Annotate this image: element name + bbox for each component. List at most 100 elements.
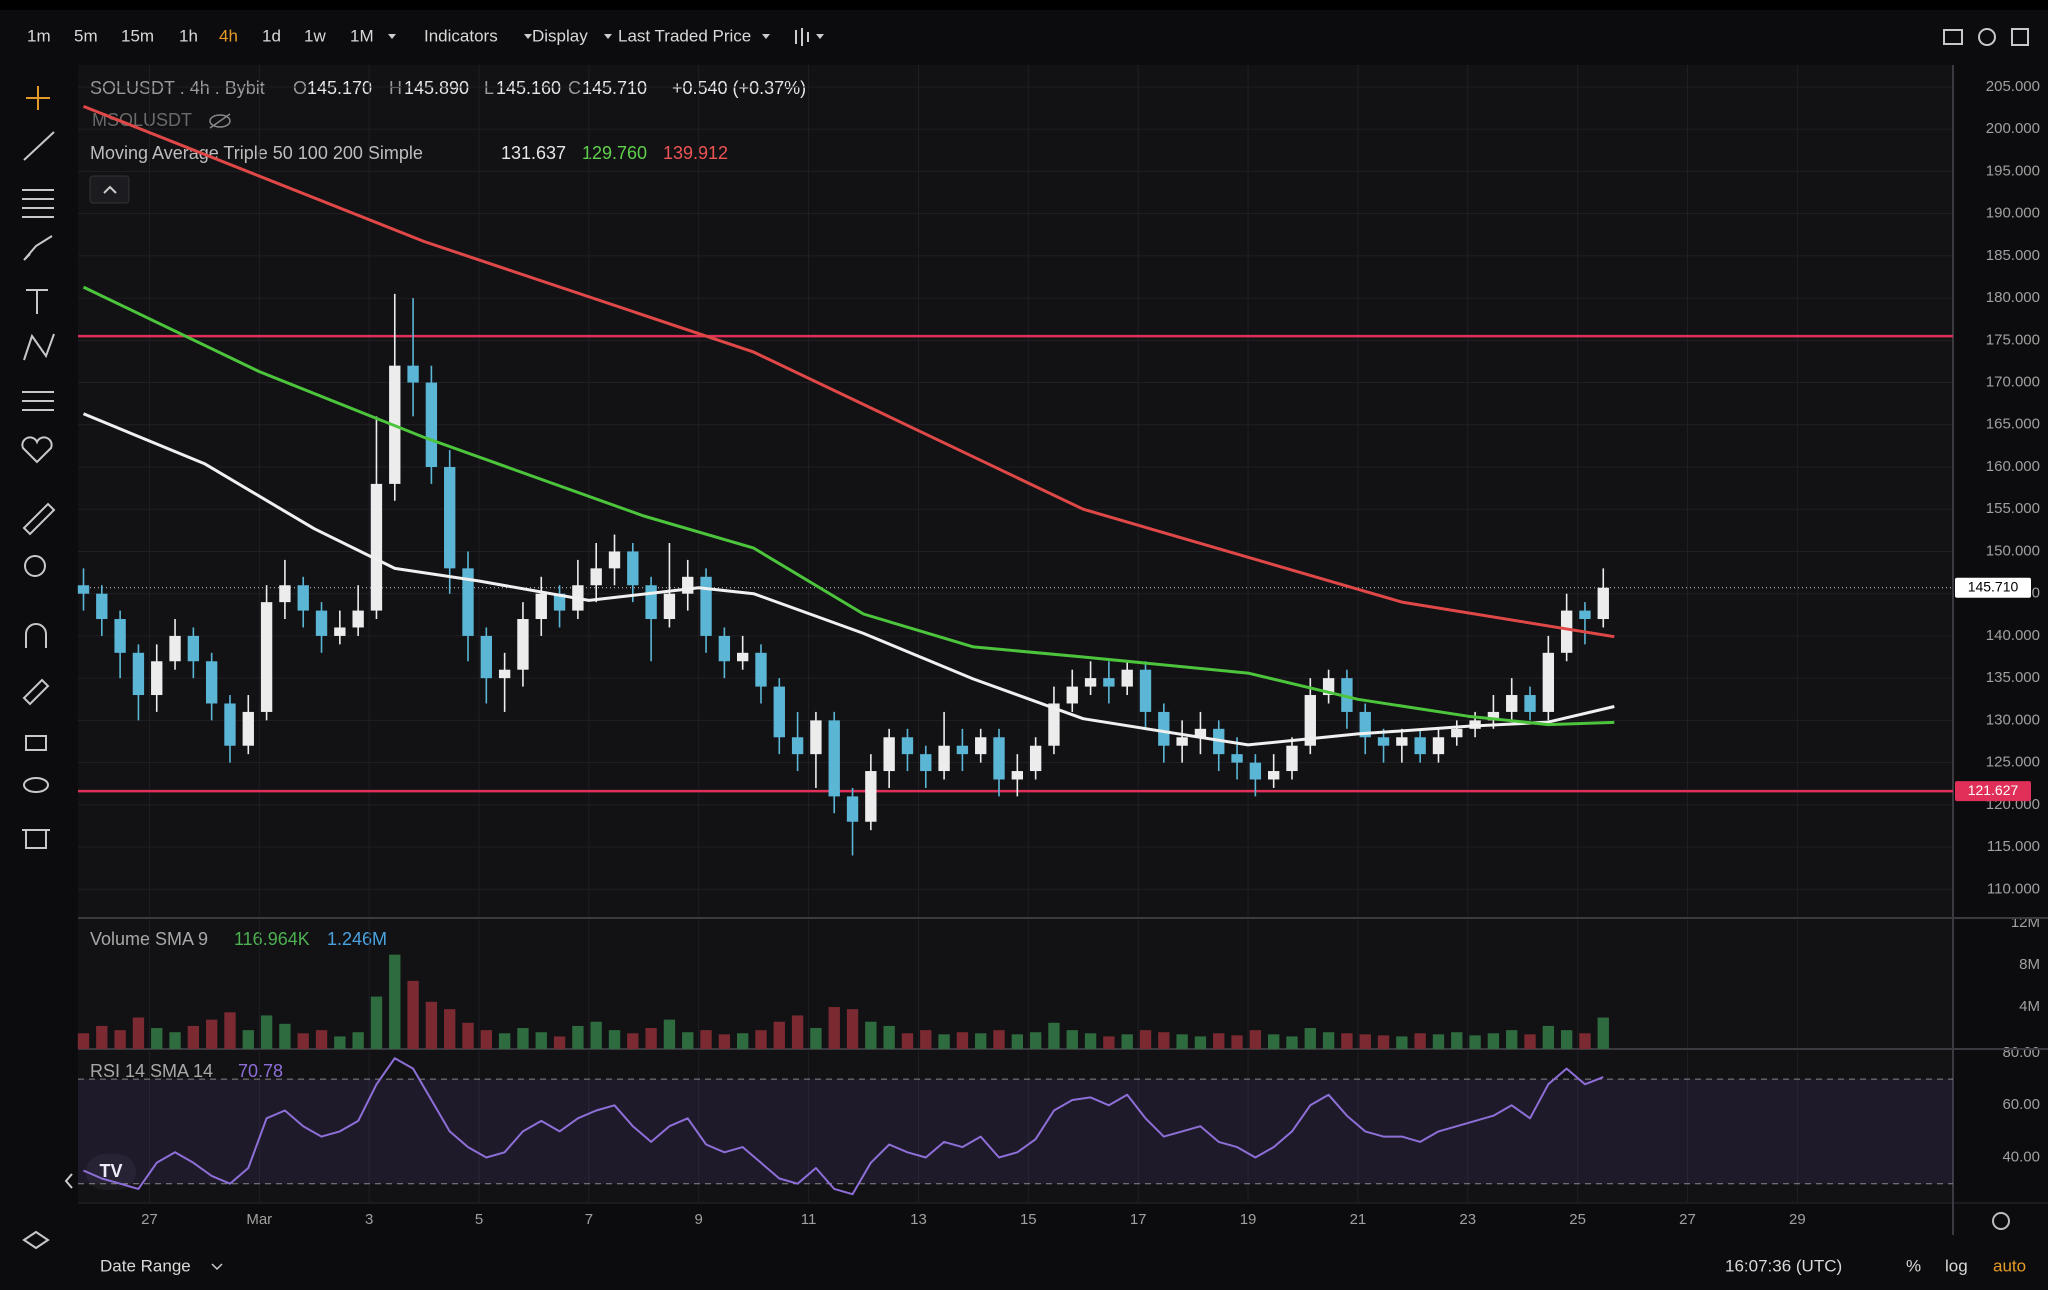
volume-bar [389, 954, 401, 1049]
menu-caret [762, 34, 770, 39]
draw-mode-tool[interactable] [22, 678, 50, 706]
chart-type-caret [816, 34, 824, 39]
candle-body [169, 635, 181, 662]
volume-bar [1359, 1034, 1371, 1049]
collapse-button[interactable] [89, 175, 130, 204]
logo-badge[interactable] [86, 1154, 136, 1190]
volume-bar [1011, 1034, 1024, 1049]
candle-body [828, 720, 840, 797]
menu-button[interactable]: Last Traded Price [618, 26, 751, 45]
volume-bar [242, 1030, 254, 1049]
zoom-tool[interactable] [24, 555, 46, 577]
candle-body [920, 754, 932, 772]
x-tick-label: 11 [801, 1211, 817, 1228]
auto-toggle[interactable]: auto [1993, 1256, 2026, 1275]
candle-body [773, 686, 785, 738]
favorites-tool[interactable] [21, 436, 53, 464]
delete-tool[interactable] [22, 829, 50, 849]
logo: TV [99, 1161, 122, 1181]
interval-button[interactable]: 1d [262, 26, 281, 45]
percent-toggle[interactable]: % [1906, 1256, 1921, 1275]
volume-bar [1414, 1033, 1426, 1049]
y-tick-label: 135.000 [1986, 669, 2040, 686]
candle-body [590, 568, 602, 586]
fib-tool[interactable] [22, 189, 54, 218]
candle-body [1377, 737, 1390, 746]
trendline-tool[interactable] [23, 131, 55, 161]
interval-button[interactable]: 5m [74, 26, 98, 45]
candle-body [1194, 728, 1207, 738]
scroll-left[interactable] [64, 1173, 73, 1189]
visibility-tool[interactable] [23, 777, 49, 793]
open-label: O [293, 78, 307, 98]
volume-bar [1524, 1034, 1536, 1049]
interval-button[interactable]: 1h [179, 26, 198, 45]
text-tool[interactable] [26, 289, 48, 314]
candle-body [352, 610, 364, 628]
candle-body [462, 568, 474, 636]
hidden-icon[interactable] [209, 114, 231, 128]
x-tick-label: 5 [475, 1211, 483, 1228]
settings-button[interactable] [1978, 28, 1996, 46]
lock-tool[interactable] [25, 735, 47, 751]
volume-bar [883, 1025, 895, 1049]
ma-name: Moving Average Triple 50 100 200 Simple [90, 143, 423, 163]
menu-button[interactable]: Indicators [424, 26, 498, 45]
interval-button[interactable]: 4h [219, 26, 238, 45]
x-tick-label: 17 [1130, 1211, 1147, 1228]
candle-body [444, 467, 456, 569]
layers-tool[interactable] [22, 1230, 50, 1250]
menu-button[interactable]: Display [532, 26, 588, 45]
volume-bar [1231, 1035, 1243, 1049]
volume-bar [791, 1015, 804, 1049]
y-tick-label: 140.000 [1986, 627, 2040, 644]
volume-bar [1487, 1033, 1500, 1049]
low-label: L [484, 78, 494, 98]
magnet-tool[interactable] [25, 623, 47, 648]
forecast-tool[interactable] [22, 391, 54, 411]
candle-body [1597, 587, 1609, 620]
y-tick-label: 110.000 [1987, 880, 2040, 897]
pattern-tool[interactable] [23, 333, 55, 361]
volume-bar [828, 1007, 840, 1049]
ruler-tool[interactable] [22, 502, 56, 536]
ma100-value: 129.760 [582, 143, 647, 163]
close-value: 145.710 [582, 78, 647, 98]
candle-body [645, 585, 657, 620]
y-tick-label: 8M [2019, 956, 2040, 973]
candle-body [975, 737, 987, 755]
volume-bar [260, 1015, 273, 1049]
interval-button[interactable]: 1m [27, 26, 51, 45]
interval-button[interactable]: 1w [304, 26, 326, 45]
candle-body [1341, 678, 1353, 712]
candle-body [498, 669, 511, 679]
volume-bar [114, 1030, 126, 1049]
volume-bar [1029, 1032, 1042, 1049]
candle-body [553, 593, 566, 611]
snapshot-button[interactable] [1943, 29, 1963, 45]
y-tick-label: 190.000 [1986, 205, 2040, 222]
brush-tool[interactable] [23, 235, 53, 261]
crosshair-tool[interactable] [26, 86, 50, 110]
level-price-tag-box [1955, 781, 2031, 802]
candle-body [260, 602, 273, 712]
log-toggle[interactable]: log [1945, 1256, 1968, 1275]
candle-body [1560, 610, 1573, 653]
volume-bar [425, 1001, 438, 1049]
interval-button[interactable]: 15m [121, 26, 154, 45]
moving-average [82, 105, 1615, 639]
volume-bar [1451, 1032, 1463, 1049]
candle-body [407, 365, 419, 383]
axis-settings[interactable] [1992, 1212, 2010, 1230]
fullscreen-button[interactable] [2011, 28, 2029, 46]
candle-body [1084, 678, 1097, 687]
candle-body [517, 619, 529, 670]
volume-bar [169, 1032, 181, 1049]
volume-bar [1249, 1030, 1262, 1049]
date-range[interactable]: Date Range [100, 1256, 191, 1275]
menu-caret [604, 34, 612, 39]
volume-bar [1432, 1034, 1445, 1049]
candle-body [901, 737, 914, 755]
interval-button[interactable]: 1M [350, 26, 374, 45]
candle-body [1121, 669, 1133, 687]
